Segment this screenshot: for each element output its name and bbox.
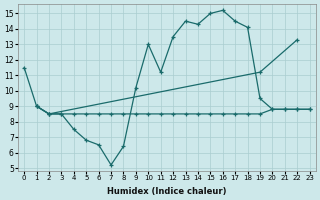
X-axis label: Humidex (Indice chaleur): Humidex (Indice chaleur) bbox=[107, 187, 227, 196]
